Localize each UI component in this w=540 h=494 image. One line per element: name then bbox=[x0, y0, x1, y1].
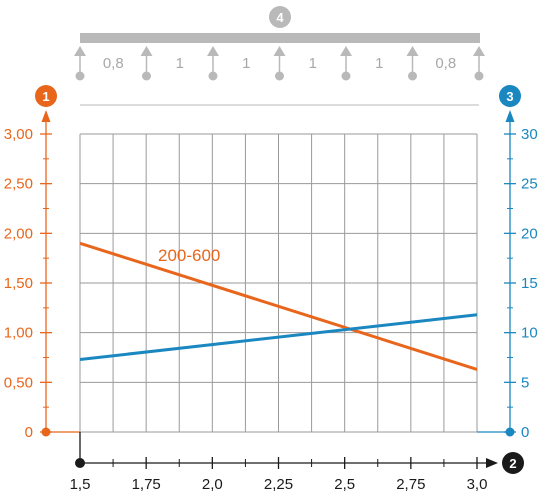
right-axis-arrow bbox=[505, 110, 515, 122]
left-axis-badge-label: 1 bbox=[42, 89, 49, 104]
right-tick-label: 20 bbox=[521, 225, 538, 242]
right-axis-badge bbox=[499, 85, 521, 107]
beam-badge bbox=[269, 6, 291, 28]
left-axis-badge bbox=[35, 85, 57, 107]
support-triangle bbox=[406, 46, 419, 56]
support-triangle bbox=[273, 46, 286, 56]
right-tick-label: 0 bbox=[521, 424, 529, 441]
span-length-label: 1 bbox=[176, 55, 184, 72]
span-length-label: 1 bbox=[309, 55, 317, 72]
support-triangle bbox=[473, 46, 485, 56]
span-length-label: 1 bbox=[375, 55, 383, 72]
series-label: 200-600 bbox=[158, 246, 220, 265]
right-tick-label: 15 bbox=[521, 275, 538, 292]
left-tick-label: 2,50 bbox=[4, 176, 33, 193]
right-tick-label: 25 bbox=[521, 176, 538, 193]
left-tick-label: 0 bbox=[25, 424, 33, 441]
x-tick-label: 1,5 bbox=[70, 476, 91, 493]
x-axis-badge bbox=[502, 452, 524, 474]
right-tick-label: 10 bbox=[521, 325, 538, 342]
x-tick-label: 2,25 bbox=[264, 476, 293, 493]
right-axis-badge-label: 3 bbox=[506, 89, 513, 104]
span-length-label: 0,8 bbox=[103, 55, 124, 72]
left-tick-label: 1,00 bbox=[4, 325, 33, 342]
x-tick-label: 2,0 bbox=[202, 476, 223, 493]
left-tick-label: 2,00 bbox=[4, 225, 33, 242]
series-line-right-axis bbox=[79, 313, 478, 361]
x-tick-label: 3,0 bbox=[467, 476, 488, 493]
support-node bbox=[408, 71, 417, 81]
support-node bbox=[474, 71, 484, 81]
support-triangle bbox=[207, 46, 219, 56]
right-tick-label: 5 bbox=[521, 374, 529, 391]
right-tick-label: 30 bbox=[521, 126, 538, 143]
left-tick-label: 1,50 bbox=[4, 275, 33, 292]
span-length-label: 0,8 bbox=[435, 55, 456, 72]
left-origin-dot bbox=[41, 427, 51, 437]
x-tick-label: 2,5 bbox=[334, 476, 355, 493]
x-axis-badge-label: 2 bbox=[509, 456, 516, 471]
x-axis-arrow bbox=[486, 458, 498, 468]
support-node bbox=[341, 71, 351, 81]
left-tick-label: 0,50 bbox=[4, 374, 33, 391]
support-triangle bbox=[74, 46, 86, 56]
support-triangle bbox=[340, 46, 352, 56]
span-length-label: 1 bbox=[242, 55, 250, 72]
left-axis-arrow bbox=[41, 110, 51, 122]
x-tick-label: 2,75 bbox=[396, 476, 425, 493]
support-triangle bbox=[140, 46, 153, 56]
support-node bbox=[208, 71, 218, 81]
support-node bbox=[142, 71, 151, 81]
support-node bbox=[275, 71, 284, 81]
beam-bar bbox=[80, 33, 480, 43]
x-origin-dot bbox=[75, 458, 85, 468]
support-node bbox=[75, 71, 85, 81]
right-origin-dot bbox=[505, 427, 515, 437]
left-tick-label: 3,00 bbox=[4, 126, 33, 143]
x-tick-label: 1,75 bbox=[132, 476, 161, 493]
series-line-left-axis bbox=[79, 241, 478, 371]
beam-badge-label: 4 bbox=[276, 10, 284, 25]
